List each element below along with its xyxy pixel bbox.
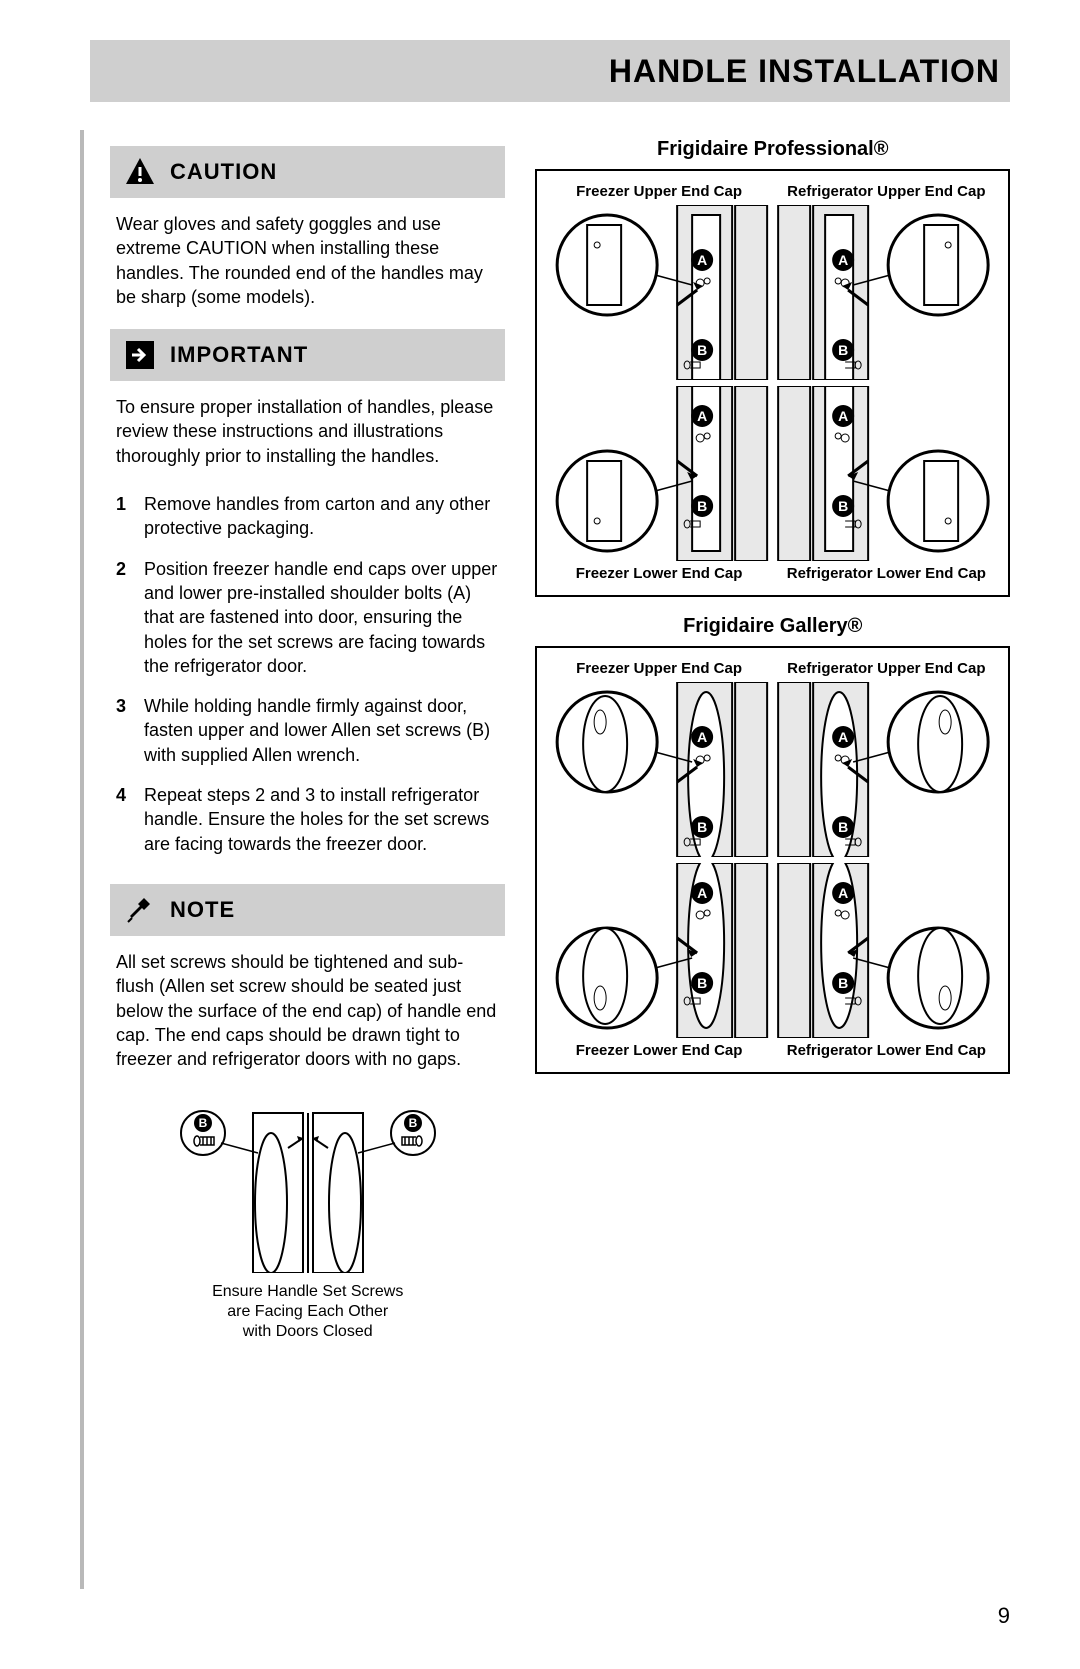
right-column: Frigidaire Professional® Freezer Upper E…: [535, 132, 1010, 1342]
diagram-cell: A B: [776, 682, 1000, 857]
diagram-cell: A B: [545, 863, 769, 1038]
svg-text:B: B: [838, 498, 848, 514]
important-text: To ensure proper installation of handles…: [110, 381, 505, 474]
screw-caption: Ensure Handle Set Screws are Facing Each…: [163, 1282, 453, 1342]
svg-text:B: B: [838, 342, 848, 358]
diagram-title-gallery: Frigidaire Gallery®: [535, 615, 1010, 638]
vertical-rule: [80, 130, 84, 1589]
label-refrigerator-lower: Refrigerator Lower End Cap: [777, 1042, 995, 1060]
label-freezer-lower: Freezer Lower End Cap: [550, 1042, 768, 1060]
svg-text:A: A: [838, 885, 848, 901]
svg-text:A: A: [698, 885, 708, 901]
svg-text:B: B: [698, 342, 708, 358]
step-item: While holding handle firmly against door…: [116, 686, 499, 775]
label-refrigerator-lower: Refrigerator Lower End Cap: [777, 565, 995, 583]
important-header: IMPORTANT: [110, 329, 505, 381]
note-text: All set screws should be tightened and s…: [110, 936, 505, 1077]
step-item: Repeat steps 2 and 3 to install refriger…: [116, 775, 499, 864]
diagram-cell: A B: [545, 682, 769, 857]
svg-text:A: A: [838, 408, 848, 424]
screw-diagram: B B Ensure Handle Set Screws are Facing …: [163, 1093, 453, 1342]
left-column: CAUTION Wear gloves and safety goggles a…: [110, 132, 505, 1342]
diagram-cell: A B: [545, 205, 769, 380]
diagram-cell: A B: [776, 863, 1000, 1038]
diagram-cell: A B: [776, 205, 1000, 380]
label-freezer-upper: Freezer Upper End Cap: [550, 183, 768, 201]
diagram-title-professional: Frigidaire Professional®: [535, 138, 1010, 161]
svg-text:A: A: [698, 252, 708, 268]
diagram-cell: A B: [545, 386, 769, 561]
svg-text:B: B: [838, 975, 848, 991]
label-refrigerator-upper: Refrigerator Upper End Cap: [777, 660, 995, 678]
steps-list: Remove handles from carton and any other…: [110, 474, 505, 870]
svg-text:A: A: [698, 408, 708, 424]
svg-text:B: B: [698, 975, 708, 991]
caution-title: CAUTION: [170, 159, 277, 185]
svg-text:B: B: [838, 819, 848, 835]
page-number: 9: [998, 1603, 1010, 1629]
diagram-cell: A B: [776, 386, 1000, 561]
page-header: HANDLE INSTALLATION: [90, 40, 1010, 102]
svg-text:B: B: [698, 819, 708, 835]
diagram-gallery: Freezer Upper End Cap Refrigerator Upper…: [535, 646, 1010, 1074]
step-item: Position freezer handle end caps over up…: [116, 549, 499, 686]
important-title: IMPORTANT: [170, 342, 308, 368]
note-header: NOTE: [110, 884, 505, 936]
diagram-professional: Freezer Upper End Cap Refrigerator Upper…: [535, 169, 1010, 597]
pushpin-icon: [124, 894, 156, 926]
svg-text:A: A: [698, 729, 708, 745]
arrow-right-icon: [124, 339, 156, 371]
page-title: HANDLE INSTALLATION: [609, 53, 1000, 90]
svg-text:A: A: [838, 729, 848, 745]
svg-text:A: A: [838, 252, 848, 268]
svg-text:B: B: [408, 1116, 417, 1130]
svg-text:B: B: [198, 1116, 207, 1130]
svg-text:B: B: [698, 498, 708, 514]
label-freezer-lower: Freezer Lower End Cap: [550, 565, 768, 583]
label-refrigerator-upper: Refrigerator Upper End Cap: [777, 183, 995, 201]
caution-text: Wear gloves and safety goggles and use e…: [110, 198, 505, 315]
note-title: NOTE: [170, 897, 235, 923]
label-freezer-upper: Freezer Upper End Cap: [550, 660, 768, 678]
warning-icon: [124, 156, 156, 188]
step-item: Remove handles from carton and any other…: [116, 484, 499, 549]
caution-header: CAUTION: [110, 146, 505, 198]
